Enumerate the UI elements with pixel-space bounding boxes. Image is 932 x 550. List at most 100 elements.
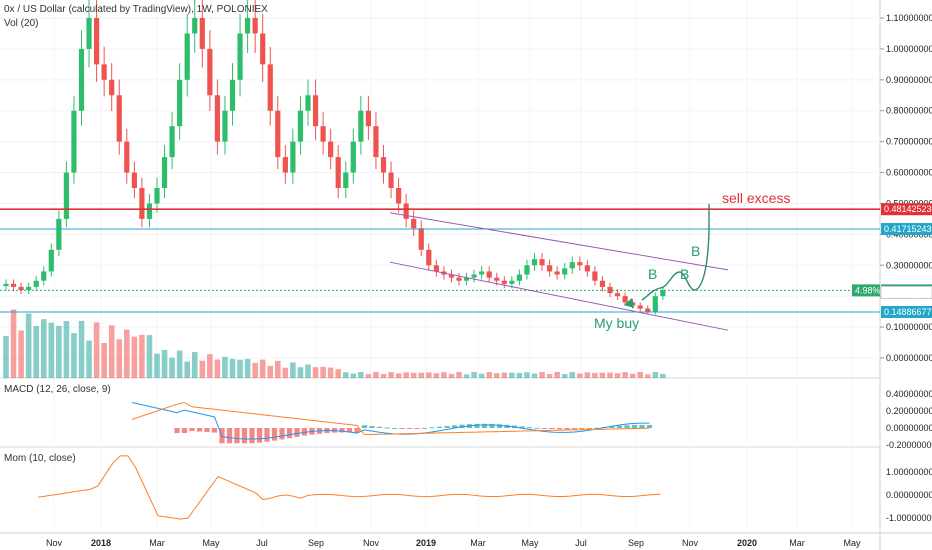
volume-bar — [275, 360, 281, 378]
x-tick-label: Nov — [46, 538, 63, 548]
candle-body — [252, 18, 258, 34]
macd-histogram-bar — [399, 428, 405, 429]
macd-histogram-bar — [264, 428, 270, 442]
volume-bar — [18, 330, 24, 378]
volume-bar — [108, 325, 115, 378]
symbol-title[interactable]: 0x / US Dollar (calculated by TradingVie… — [4, 4, 268, 15]
volume-bar — [267, 365, 274, 378]
x-tick-label: May — [843, 538, 861, 548]
x-tick-label: Jul — [256, 538, 268, 548]
macd-histogram-bar — [444, 425, 450, 428]
volume-bar — [252, 362, 258, 378]
macd-histogram-bar — [204, 428, 210, 433]
price-tag-text: 0.41715243 — [884, 224, 932, 234]
macd-histogram-bar — [496, 424, 503, 428]
candle-body — [463, 277, 470, 281]
x-tick-label: 2020 — [737, 538, 757, 548]
volume-bar — [131, 336, 138, 378]
candle-body — [139, 188, 145, 219]
volume-bar — [554, 372, 560, 378]
candle-body — [86, 18, 92, 49]
macd-tick-label: 0.20000000 — [886, 406, 932, 416]
volume-bar — [637, 372, 643, 378]
candle-body — [652, 296, 658, 312]
mom-label[interactable]: Mom (10, close) — [4, 453, 76, 464]
volume-label[interactable]: Vol (20) — [4, 18, 38, 29]
macd-histogram-bar — [226, 428, 233, 444]
volume-bar — [561, 374, 568, 378]
channel-upper-line — [389, 212, 729, 271]
candle-body — [3, 283, 9, 287]
x-tick-label: Nov — [682, 538, 699, 548]
volume-bar — [644, 374, 651, 378]
volume-bar — [433, 373, 440, 378]
momentum-pane — [37, 455, 661, 520]
signal-line — [131, 401, 650, 436]
volume-bar — [516, 372, 523, 378]
candle-body — [569, 262, 575, 269]
volume-bar — [40, 319, 47, 378]
y-tick-label: 0.60000000 — [886, 168, 932, 178]
macd-histogram-bar — [526, 427, 533, 429]
candlesticks — [3, 0, 666, 315]
buy-marker-b3: B — [691, 243, 700, 259]
candle-body — [267, 64, 273, 111]
candle-body — [494, 277, 500, 281]
candle-body — [335, 157, 341, 188]
macd-histogram-bar — [579, 428, 585, 429]
price-axis[interactable]: 1.10000000 1.00000000 0.90000000 0.80000000… — [880, 13, 932, 523]
volume-bar — [350, 373, 357, 378]
macd-label[interactable]: MACD (12, 26, close, 9) — [4, 384, 111, 395]
macd-histogram-bar — [174, 428, 180, 434]
candle-body — [199, 18, 205, 49]
change-badge-bg — [852, 284, 880, 297]
volume-bar — [259, 359, 266, 378]
price-tags: 0.481425230.417152430.218834310.21212214… — [852, 203, 932, 318]
macd-histogram-bar — [241, 428, 248, 444]
candle-body — [645, 308, 651, 312]
macd-histogram-bar — [211, 428, 218, 433]
volume-bar — [161, 349, 168, 378]
volume-bar — [3, 336, 9, 378]
volume-bar — [456, 372, 462, 378]
y-tick-label: 0.00000000 — [886, 353, 932, 363]
time-axis[interactable]: Nov 2018 Mar May Jul Sep Nov 2019 Mar May Jul Sep No… — [46, 538, 861, 548]
buy-marker-b2: B — [680, 266, 689, 282]
candle-body — [599, 280, 606, 287]
price-tag-bg — [881, 223, 932, 236]
candle-body — [592, 271, 598, 281]
x-tick-label: May — [521, 538, 539, 548]
candle-body — [297, 110, 304, 142]
macd-histogram-bar — [256, 428, 263, 443]
candle-body — [290, 141, 296, 173]
candle-body — [614, 293, 621, 297]
volume-bar — [169, 357, 175, 378]
price-tag-text: 0.21212214 — [884, 287, 932, 297]
volume-bar — [380, 373, 387, 378]
volume-bar — [599, 372, 606, 378]
grid — [0, 0, 880, 533]
candle-body — [584, 265, 590, 272]
macd-histogram-bar — [181, 428, 188, 434]
macd-histogram-bar — [414, 428, 420, 429]
candle-body — [456, 277, 462, 281]
x-tick-label: Sep — [628, 538, 644, 548]
macd-histogram-bar — [249, 428, 255, 444]
volume-bar — [297, 367, 304, 378]
candle-body — [411, 218, 417, 229]
y-tick-label: 0.30000000 — [886, 260, 932, 270]
candle-body — [539, 259, 545, 266]
candle-body — [660, 290, 666, 297]
candle-body — [71, 110, 77, 173]
volume-bar — [471, 372, 477, 378]
macd-histogram-bar — [189, 428, 195, 432]
volume-bar — [10, 309, 17, 378]
candle-body — [433, 265, 439, 272]
candle-body — [275, 110, 281, 158]
volume-bar — [327, 367, 334, 378]
candle-body — [146, 203, 153, 219]
candle-body — [328, 141, 334, 158]
candle-body — [56, 218, 62, 250]
candle-body — [48, 249, 54, 272]
